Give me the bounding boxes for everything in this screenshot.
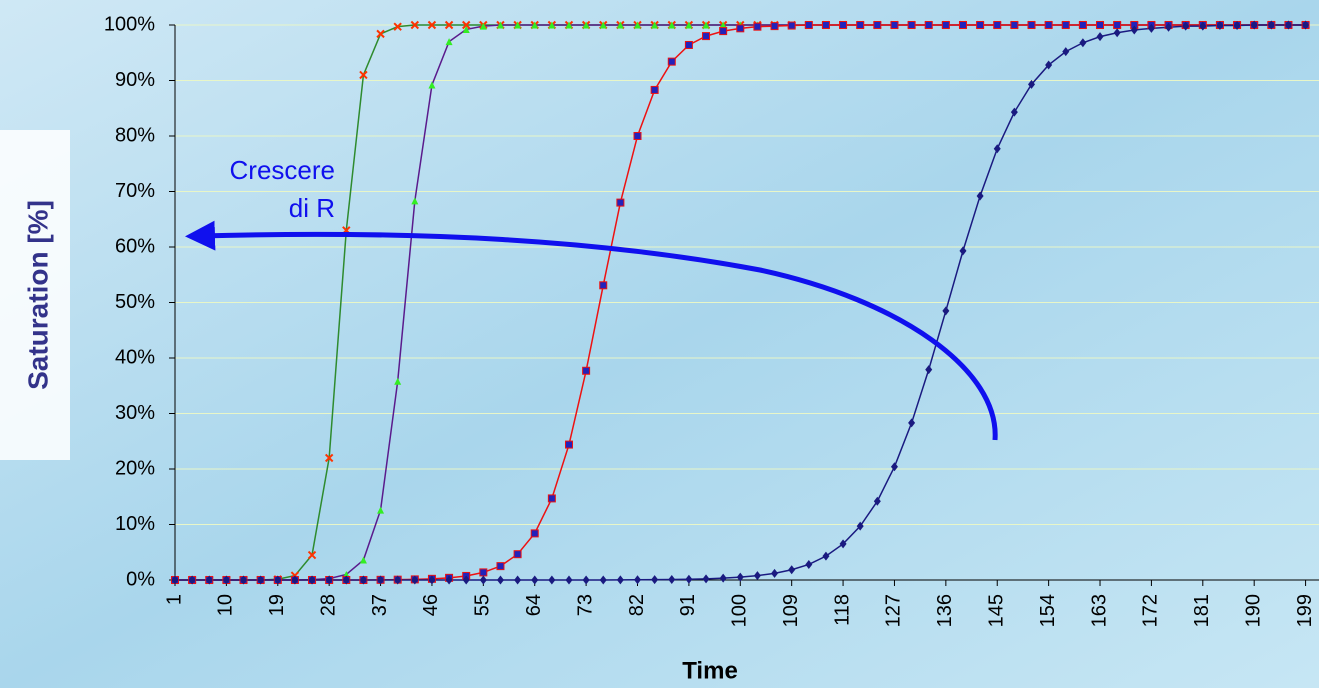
x-tick-label: 10 <box>215 594 237 616</box>
annotation-text: di R <box>289 193 335 223</box>
marker <box>754 23 761 30</box>
y-tick-label: 100% <box>104 13 155 35</box>
annotation-text: Crescere <box>230 155 335 185</box>
y-tick-label: 60% <box>115 235 155 257</box>
x-tick-label: 190 <box>1242 594 1264 627</box>
marker <box>994 22 1001 29</box>
x-tick-label: 28 <box>317 594 339 616</box>
y-tick-label: 40% <box>115 346 155 368</box>
y-axis-title: Saturation [%] <box>22 200 53 390</box>
marker <box>925 22 932 29</box>
marker <box>1062 22 1069 29</box>
chart: Saturation [%] Time 0% 10% 20% 30% 40% 50% 60%… <box>0 0 1319 688</box>
x-tick-label: 154 <box>1037 594 1059 627</box>
background <box>0 0 1319 688</box>
marker <box>1045 22 1052 29</box>
y-tick-label: 10% <box>115 513 155 535</box>
x-tick-label: 73 <box>574 594 596 616</box>
marker <box>1011 22 1018 29</box>
marker <box>1097 22 1104 29</box>
marker <box>805 22 812 29</box>
marker <box>480 569 487 576</box>
x-tick-label: 37 <box>369 594 391 616</box>
y-tick-label: 90% <box>115 69 155 91</box>
x-tick-label: 19 <box>266 594 288 616</box>
marker <box>1028 22 1035 29</box>
x-tick-label: 46 <box>420 594 442 616</box>
marker <box>908 22 915 29</box>
marker <box>788 22 795 29</box>
x-tick-label: 136 <box>934 594 956 627</box>
x-tick-label: 172 <box>1140 594 1162 627</box>
y-tick-label: 50% <box>115 291 155 313</box>
marker <box>942 22 949 29</box>
marker <box>583 367 590 374</box>
x-tick-label: 118 <box>831 594 853 626</box>
marker <box>737 25 744 32</box>
marker <box>840 22 847 29</box>
marker <box>497 563 504 570</box>
marker <box>600 282 607 289</box>
marker <box>1079 22 1086 29</box>
x-tick-label: 55 <box>472 594 494 616</box>
y-tick-label: 80% <box>115 124 155 146</box>
marker <box>634 133 641 140</box>
marker <box>531 530 538 537</box>
marker <box>617 199 624 206</box>
marker <box>668 58 675 65</box>
marker <box>874 22 881 29</box>
marker <box>548 495 555 502</box>
x-tick-label: 145 <box>986 594 1008 627</box>
marker <box>685 41 692 48</box>
marker <box>822 22 829 29</box>
marker <box>1114 22 1121 29</box>
y-tick-label: 30% <box>115 402 155 424</box>
marker <box>651 86 658 93</box>
marker <box>891 22 898 29</box>
x-tick-label: 100 <box>729 594 751 627</box>
marker <box>720 28 727 35</box>
x-tick-label: 109 <box>780 594 802 627</box>
marker <box>857 22 864 29</box>
x-tick-label: 181 <box>1191 594 1213 627</box>
marker <box>977 22 984 29</box>
marker <box>514 551 521 558</box>
x-tick-label: 163 <box>1088 594 1110 627</box>
x-tick-label: 64 <box>523 594 545 616</box>
x-tick-label: 82 <box>626 594 648 616</box>
marker <box>703 33 710 40</box>
x-tick-label: 1 <box>163 594 185 605</box>
x-tick-label: 91 <box>677 594 699 616</box>
x-tick-label: 127 <box>883 594 905 627</box>
y-tick-label: 70% <box>115 180 155 202</box>
x-tick-label: 199 <box>1294 594 1316 627</box>
marker <box>959 22 966 29</box>
marker <box>771 23 778 30</box>
marker <box>565 441 572 448</box>
x-axis-title: Time <box>682 657 738 684</box>
y-tick-label: 20% <box>115 457 155 479</box>
y-tick-label: 0% <box>126 568 155 590</box>
